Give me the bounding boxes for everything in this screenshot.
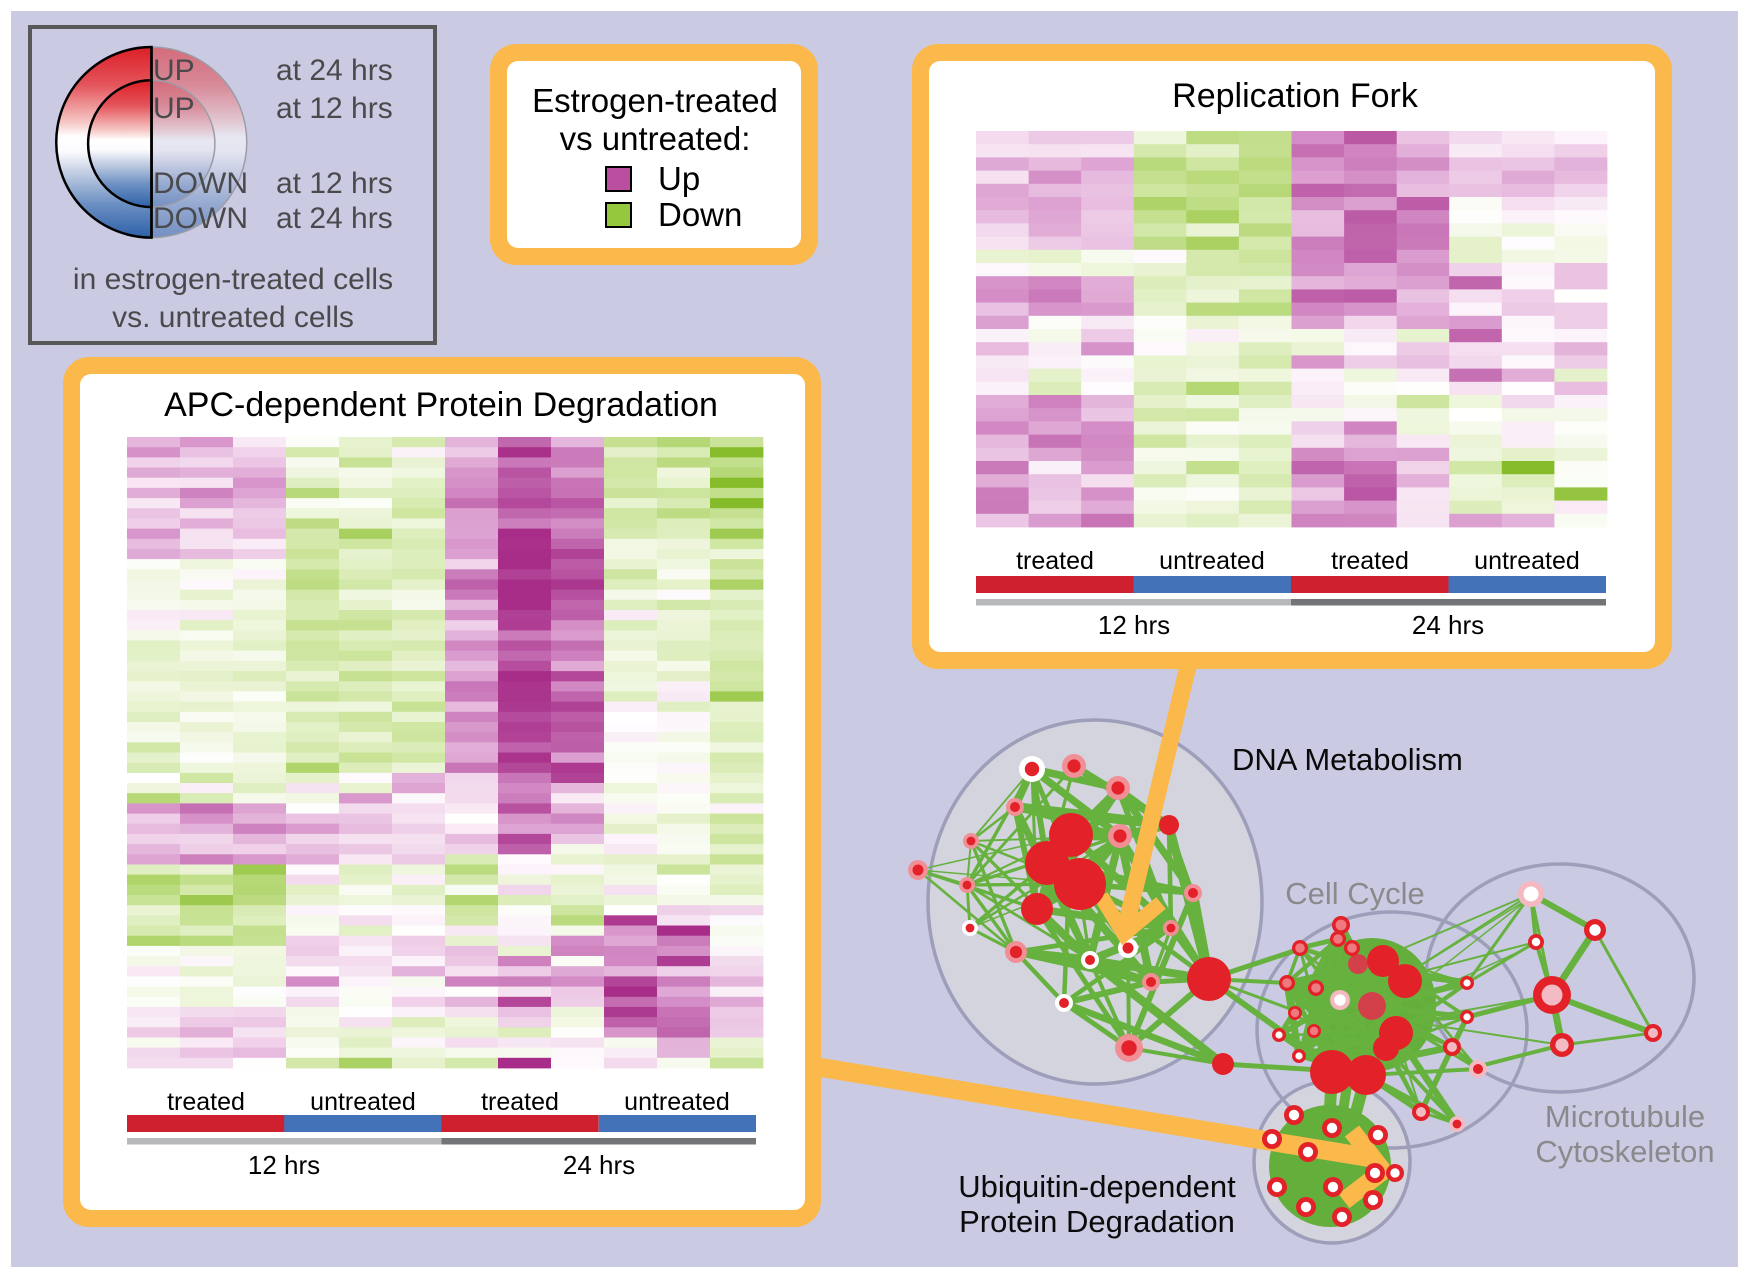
svg-text:Protein Degradation: Protein Degradation bbox=[959, 1204, 1235, 1239]
svg-text:Cytoskeleton: Cytoskeleton bbox=[1535, 1134, 1714, 1169]
svg-text:Estrogen-treated: Estrogen-treated bbox=[532, 82, 778, 119]
svg-text:24 hrs: 24 hrs bbox=[1412, 610, 1484, 640]
svg-text:DOWN: DOWN bbox=[153, 167, 248, 200]
svg-text:UP: UP bbox=[153, 92, 195, 125]
svg-text:at 12 hrs: at 12 hrs bbox=[276, 92, 393, 125]
svg-text:Up: Up bbox=[658, 160, 700, 197]
svg-text:at 12 hrs: at 12 hrs bbox=[276, 167, 393, 200]
svg-text:APC-dependent Protein Degradat: APC-dependent Protein Degradation bbox=[164, 386, 718, 424]
svg-text:in estrogen-treated cells: in estrogen-treated cells bbox=[73, 263, 393, 296]
svg-text:untreated: untreated bbox=[310, 1088, 416, 1116]
svg-text:untreated: untreated bbox=[1159, 547, 1265, 575]
svg-text:UP: UP bbox=[153, 54, 195, 87]
svg-text:treated: treated bbox=[481, 1088, 559, 1116]
svg-text:treated: treated bbox=[167, 1088, 245, 1116]
svg-text:treated: treated bbox=[1016, 547, 1094, 575]
svg-text:DNA Metabolism: DNA Metabolism bbox=[1232, 742, 1463, 777]
svg-text:untreated: untreated bbox=[1474, 547, 1580, 575]
svg-text:Down: Down bbox=[658, 196, 742, 233]
svg-text:vs. untreated cells: vs. untreated cells bbox=[112, 301, 354, 334]
svg-text:Cell Cycle: Cell Cycle bbox=[1285, 876, 1425, 911]
svg-text:treated: treated bbox=[1331, 547, 1409, 575]
svg-text:untreated: untreated bbox=[624, 1088, 730, 1116]
svg-text:at 24 hrs: at 24 hrs bbox=[276, 54, 393, 87]
svg-text:Replication Fork: Replication Fork bbox=[1172, 77, 1419, 115]
svg-text:DOWN: DOWN bbox=[153, 202, 248, 235]
svg-text:at 24 hrs: at 24 hrs bbox=[276, 202, 393, 235]
svg-text:Ubiquitin-dependent: Ubiquitin-dependent bbox=[958, 1169, 1236, 1204]
svg-text:vs untreated:: vs untreated: bbox=[560, 120, 751, 157]
svg-text:24 hrs: 24 hrs bbox=[563, 1150, 635, 1180]
svg-text:12 hrs: 12 hrs bbox=[248, 1150, 320, 1180]
svg-text:12 hrs: 12 hrs bbox=[1098, 610, 1170, 640]
svg-text:Microtubule: Microtubule bbox=[1545, 1099, 1705, 1134]
